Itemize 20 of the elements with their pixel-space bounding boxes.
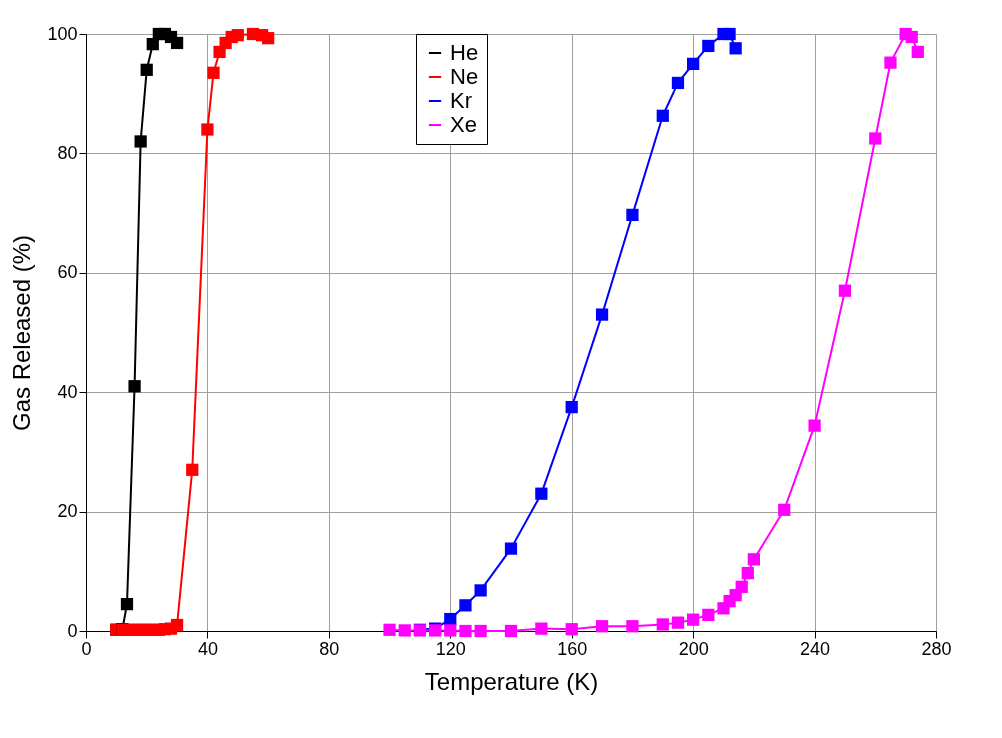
x-tick-label: 0: [81, 638, 92, 659]
x-tick-label: 160: [557, 638, 588, 659]
y-tick-label: 40: [57, 381, 78, 402]
x-tick-label: 240: [800, 638, 831, 659]
x-tick-label: 280: [921, 638, 952, 659]
legend-label: Kr: [450, 88, 472, 113]
y-axis-title: Gas Released (%): [8, 234, 36, 432]
legend-label: He: [450, 40, 479, 65]
y-tick-label: 60: [57, 262, 78, 283]
x-tick-label: 120: [435, 638, 466, 659]
x-tick-label: 80: [319, 638, 340, 659]
y-tick-label: 20: [57, 501, 78, 522]
legend-label: Ne: [450, 64, 479, 89]
y-tick-label: 100: [47, 23, 78, 44]
y-tick-label: 80: [57, 142, 78, 163]
legend-label: Xe: [450, 112, 477, 137]
x-tick-label: 40: [197, 638, 218, 659]
y-tick-label: 0: [67, 620, 78, 641]
x-tick-label: 200: [678, 638, 709, 659]
x-axis-title: Temperature (K): [424, 667, 599, 695]
